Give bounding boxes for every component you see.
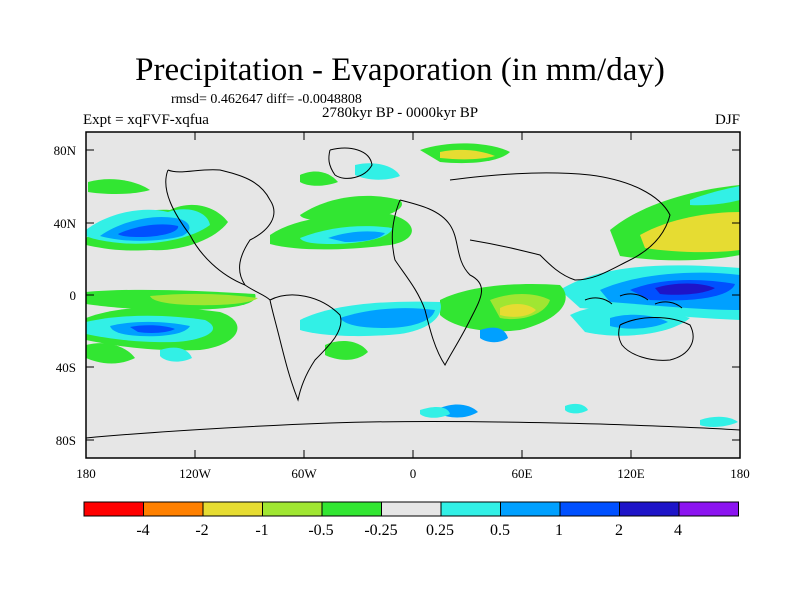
x-tick-label: 60W xyxy=(291,466,317,481)
colorbar-label: -4 xyxy=(136,522,150,539)
colorbar-label: 1 xyxy=(555,522,563,539)
axis-ticks xyxy=(86,132,740,458)
colorbar-label: -1 xyxy=(255,522,269,539)
colorbar-label: -2 xyxy=(195,522,209,539)
colorbar-swatch xyxy=(440,501,501,517)
colorbar-label: 2 xyxy=(615,522,623,539)
colorbar-swatch xyxy=(202,501,263,517)
period-label: 2780kyr BP - 0000kyr BP xyxy=(322,105,479,121)
colorbar-swatch xyxy=(500,501,561,517)
y-tick-label: 80S xyxy=(55,433,76,448)
colorbar-swatch xyxy=(381,501,442,517)
x-tick-label: 120E xyxy=(617,466,645,481)
x-tick-label: 180 xyxy=(730,466,750,481)
colorbar-swatch xyxy=(619,501,680,517)
colorbar-swatch xyxy=(678,501,739,517)
y-tick-label: 0 xyxy=(69,288,77,303)
colorbar-swatch xyxy=(321,501,382,517)
x-tick-label: 180 xyxy=(76,466,96,481)
colorbar-swatch xyxy=(83,501,144,517)
colorbar-swatch xyxy=(559,501,620,517)
map-title: Precipitation - Evaporation (in mm/day) xyxy=(135,52,665,88)
y-tick-label: 40N xyxy=(53,216,76,231)
y-tick-label: 40S xyxy=(55,360,76,375)
stats-line: rmsd= 0.462647 diff= -0.0048808 xyxy=(171,92,362,107)
colorbar-label: -0.5 xyxy=(308,522,334,539)
colorbar-swatch xyxy=(262,501,323,517)
colorbar-label: 4 xyxy=(674,522,682,539)
x-tick-label: 0 xyxy=(409,466,417,481)
colorbar-label: 0.25 xyxy=(426,522,454,539)
colorbar-label: 0.5 xyxy=(490,522,510,539)
coastlines xyxy=(86,147,740,439)
colorbar-label: -0.25 xyxy=(364,522,398,539)
x-tick-label: 120W xyxy=(179,466,211,481)
experiment-label: Expt = xqFVF-xqfua xyxy=(83,112,209,128)
y-tick-label: 80N xyxy=(53,143,76,158)
season-label: DJF xyxy=(714,112,740,128)
colorbar xyxy=(83,501,739,517)
x-tick-label: 60E xyxy=(511,466,533,481)
colorbar-swatch xyxy=(143,501,204,517)
